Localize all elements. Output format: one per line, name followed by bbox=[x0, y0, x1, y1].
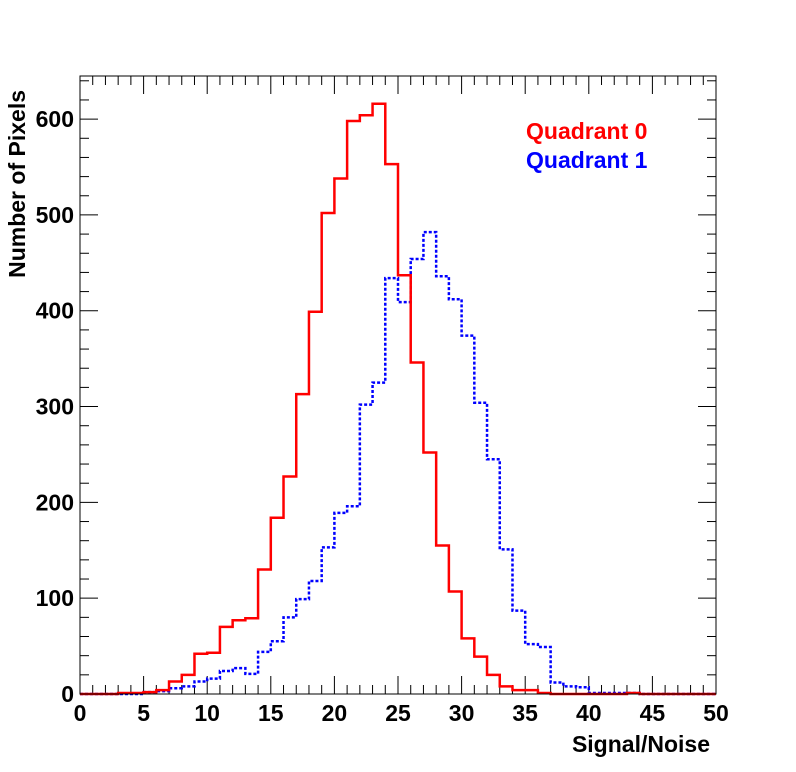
y-axis-label: Number of Pixels bbox=[4, 90, 30, 278]
x-axis-label: Signal/Noise bbox=[572, 731, 710, 757]
x-tick-label: 40 bbox=[576, 700, 602, 726]
plot-frame bbox=[79, 75, 717, 695]
y-tick-label: 500 bbox=[36, 202, 74, 228]
x-tick-label: 35 bbox=[512, 700, 538, 726]
x-tick-label: 10 bbox=[194, 700, 220, 726]
y-tick-label: 300 bbox=[36, 394, 74, 420]
y-tick-label: 600 bbox=[36, 106, 74, 132]
legend: Quadrant 0 Quadrant 1 bbox=[526, 118, 648, 173]
y-tick-label: 400 bbox=[36, 298, 74, 324]
series-line-quadrant-1 bbox=[80, 230, 716, 696]
x-tick-label: 15 bbox=[258, 700, 284, 726]
x-tick-label: 20 bbox=[322, 700, 348, 726]
legend-entry-quadrant-1: Quadrant 1 bbox=[526, 147, 648, 173]
y-tick-label: 200 bbox=[36, 489, 74, 515]
y-tick-label: 0 bbox=[61, 681, 74, 707]
legend-entry-quadrant-0: Quadrant 0 bbox=[526, 118, 647, 144]
x-tick-label: 50 bbox=[703, 700, 729, 726]
x-tick-label: 0 bbox=[74, 700, 87, 726]
x-tick-label: 5 bbox=[137, 700, 150, 726]
x-tick-label: 30 bbox=[449, 700, 475, 726]
y-tick-label: 100 bbox=[36, 585, 74, 611]
x-tick-label: 25 bbox=[385, 700, 411, 726]
x-tick-label: 45 bbox=[640, 700, 666, 726]
